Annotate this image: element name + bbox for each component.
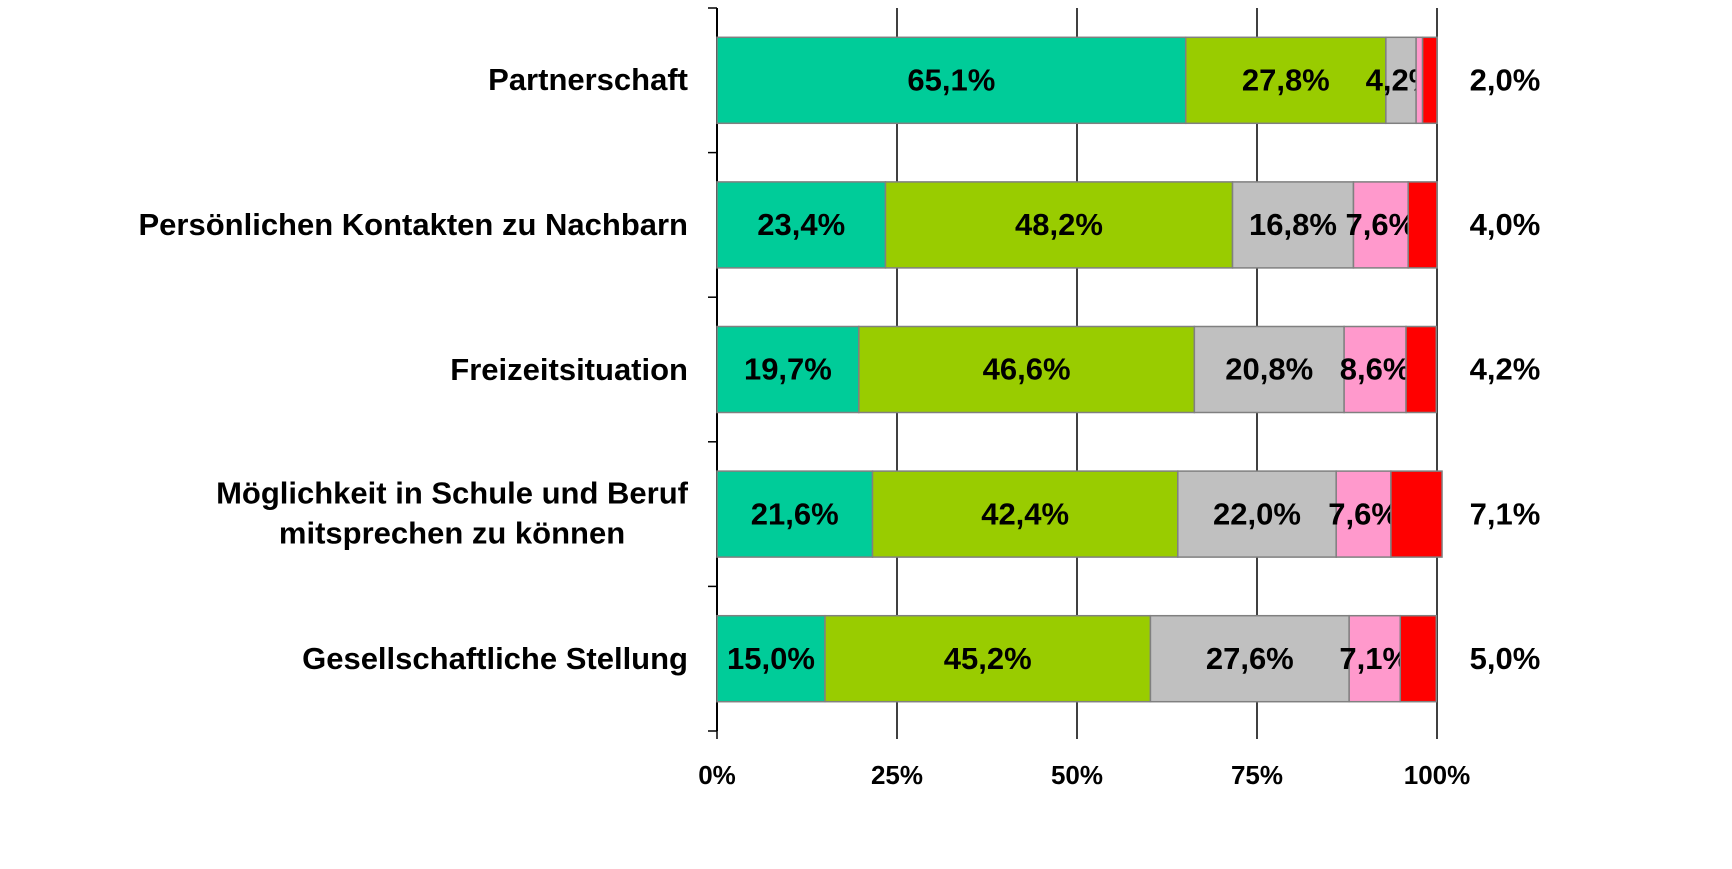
bar-segment	[1352, 181, 1409, 269]
data-label: 2,0%	[1470, 62, 1541, 97]
data-label: 4,0%	[1470, 207, 1541, 242]
bar-segment	[884, 181, 1234, 269]
data-label: 23,4%	[757, 207, 845, 242]
data-label: 7,6%	[1346, 207, 1417, 242]
data-label: 27,8%	[1242, 62, 1330, 97]
bar-segment	[716, 36, 1187, 125]
category-label: Partnerschaft	[488, 62, 688, 98]
data-label: 48,2%	[1015, 207, 1103, 242]
data-label: 22,0%	[1213, 496, 1301, 531]
data-label: 42,4%	[981, 496, 1069, 531]
bar-segment	[824, 614, 1152, 703]
data-label: 15,0%	[727, 641, 815, 676]
bar-segment	[716, 470, 874, 558]
category-label: Persönlichen Kontakten zu Nachbarn	[138, 206, 689, 242]
data-label: 19,7%	[744, 352, 832, 387]
bar-segment	[1184, 36, 1387, 125]
bar-segment	[1385, 36, 1417, 125]
x-tick-label: 0%	[698, 760, 736, 790]
bar-segment	[716, 325, 860, 414]
data-label: 46,6%	[983, 352, 1071, 387]
bar-segment	[1348, 614, 1402, 703]
category-label: Freizeitsituation	[450, 351, 688, 387]
x-tick-label: 100%	[1404, 760, 1471, 790]
data-label: 7,1%	[1339, 641, 1410, 676]
data-label: 65,1%	[907, 62, 995, 97]
bar-segment	[871, 470, 1179, 558]
bar-segment	[1231, 181, 1355, 269]
bar-segment	[1405, 325, 1438, 414]
bar-segment	[1407, 181, 1438, 269]
category-label: Möglichkeit in Schule und Beruf mitsprec…	[216, 475, 688, 552]
x-tick-label: 25%	[871, 760, 923, 790]
data-label: 21,6%	[751, 496, 839, 531]
bar-segment	[1390, 470, 1443, 558]
data-label: 20,8%	[1225, 352, 1313, 387]
bar-segment	[1421, 36, 1438, 125]
bar-segment	[1343, 325, 1407, 414]
data-label: 7,6%	[1328, 496, 1399, 531]
data-label: 4,2%	[1470, 352, 1541, 387]
data-label: 8,6%	[1340, 352, 1411, 387]
bar-segment	[1193, 325, 1345, 414]
bar-segment	[1415, 36, 1424, 125]
data-label: 45,2%	[944, 641, 1032, 676]
x-tick-label: 75%	[1231, 760, 1283, 790]
bar-segment	[858, 325, 1196, 414]
category-label: Gesellschaftliche Stellung	[302, 640, 688, 676]
data-label: 27,6%	[1206, 641, 1294, 676]
bar-segment	[716, 181, 887, 269]
bar-segment	[1149, 614, 1350, 703]
data-label: 7,1%	[1470, 496, 1541, 531]
bar-segment	[1399, 614, 1438, 703]
x-tick-label: 50%	[1051, 760, 1103, 790]
bar-segment	[1177, 470, 1337, 558]
data-label: 16,8%	[1249, 207, 1337, 242]
data-label: 5,0%	[1470, 641, 1541, 676]
